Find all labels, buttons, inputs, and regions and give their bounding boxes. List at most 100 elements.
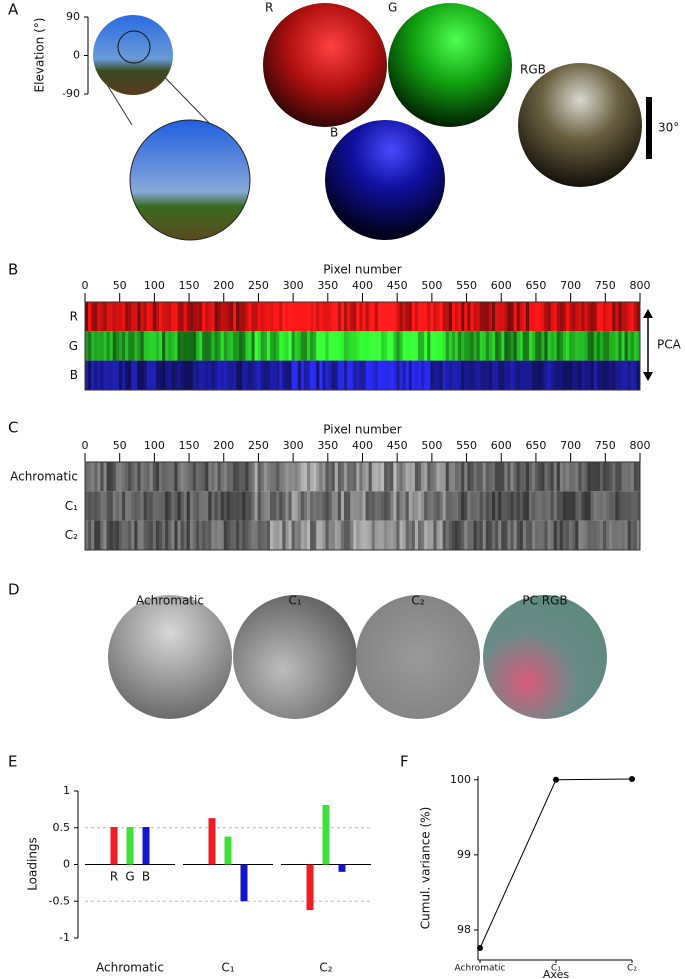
pixel-stripe — [353, 331, 357, 361]
pixel-stripe — [152, 331, 157, 361]
pixel-stripe — [174, 462, 178, 492]
pixel-stripe — [229, 462, 234, 492]
pixel-stripe — [467, 302, 471, 332]
pixel-stripe — [522, 302, 527, 332]
pixel-stripe — [541, 302, 545, 332]
pixel-stripe — [451, 491, 456, 521]
pixel-stripe — [347, 462, 351, 492]
scale-bar — [646, 97, 652, 159]
pixel-stripe — [220, 302, 225, 332]
pixel-stripe — [498, 331, 502, 361]
pixel-stripe — [331, 491, 336, 521]
pixel-stripe — [421, 520, 425, 550]
pixel-stripe — [393, 360, 397, 390]
pixel-stripe — [106, 491, 111, 521]
pixel-stripe — [553, 331, 558, 361]
pixel-stripe — [581, 462, 585, 492]
pixel-stripe — [233, 331, 237, 361]
pixel-stripe — [424, 331, 428, 361]
row-label: C₁ — [65, 499, 78, 513]
pixel-stripe — [220, 360, 225, 390]
pixel-stripe — [593, 491, 598, 521]
pixel-stripe — [263, 360, 268, 390]
pixel-stripe — [615, 331, 619, 361]
pixel-stripe — [263, 491, 268, 521]
pixel-stripe — [291, 331, 296, 361]
pixel-stripe — [581, 360, 585, 390]
pixel-stripe — [263, 302, 268, 332]
pixel-stripe — [439, 360, 444, 390]
pixel-stripe — [208, 331, 212, 361]
pixel-stripe — [125, 520, 129, 550]
pixel-stripe — [461, 462, 465, 492]
pixel-stripe — [455, 360, 459, 390]
pixel-stripe — [248, 331, 252, 361]
pixel-stripe — [217, 331, 222, 361]
pixel-stripe — [442, 331, 447, 361]
pixel-stripe — [411, 462, 416, 492]
pixel-stripe — [371, 360, 376, 390]
pixel-stripe — [180, 520, 185, 550]
pixel-stripe — [137, 302, 141, 332]
pixel-stripe — [365, 462, 370, 492]
pixel-stripe — [294, 520, 299, 550]
pixel-stripe — [146, 331, 151, 361]
pixel-stripe — [609, 491, 613, 521]
pixel-stripe — [473, 302, 477, 332]
pixel-stripe — [214, 520, 218, 550]
pixel-stripe — [532, 520, 536, 550]
pixel-stripe — [584, 520, 588, 550]
pixel-stripe — [492, 462, 496, 492]
pixel-stripe — [196, 331, 200, 361]
pixel-stripe — [544, 331, 548, 361]
pixel-stripe — [501, 462, 505, 492]
pixel-stripe — [220, 462, 225, 492]
pixel-stripe — [461, 302, 465, 332]
pixel-stripe — [387, 520, 391, 550]
pixel-stripe — [387, 331, 391, 361]
pixel-stripe — [424, 520, 428, 550]
pixel-stripe — [427, 331, 431, 361]
pixel-stripe — [356, 520, 360, 550]
pixel-stripe — [189, 302, 194, 332]
pixel-stripe — [208, 520, 212, 550]
pixel-stripe — [402, 462, 407, 492]
pixel-stripe — [448, 520, 453, 550]
pixel-stripe — [405, 520, 410, 550]
pixel-stripe — [91, 520, 95, 550]
pixel-stripe — [325, 360, 329, 390]
pixel-stripe — [334, 360, 339, 390]
pixel-stripe — [365, 520, 370, 550]
pixel-stripe — [633, 331, 638, 361]
pixel-stripe — [307, 491, 311, 521]
pixel-stripe — [470, 331, 474, 361]
pixel-stripe — [359, 520, 363, 550]
pixel-stripe — [599, 302, 604, 332]
pixel-stripe — [313, 360, 317, 390]
x-tick-label: 50 — [113, 279, 127, 292]
pixel-stripe — [266, 302, 271, 332]
pixel-stripe — [448, 302, 453, 332]
pixel-stripe — [328, 360, 333, 390]
pixel-stripe — [442, 302, 447, 332]
pixel-stripe — [501, 491, 505, 521]
pixel-stripe — [492, 302, 496, 332]
pixel-stripe — [316, 360, 320, 390]
pixel-stripe — [393, 462, 397, 492]
pixel-stripe — [596, 520, 601, 550]
pixel-stripe — [621, 520, 625, 550]
pixel-stripe — [97, 520, 101, 550]
pixel-stripe — [581, 302, 585, 332]
x-tick-label: 700 — [560, 439, 581, 452]
pixel-stripe — [421, 491, 425, 521]
pixel-stripe — [125, 331, 129, 361]
pixel-stripe — [590, 331, 595, 361]
pixel-stripe — [137, 520, 141, 550]
pixel-stripe — [245, 462, 249, 492]
pixel-stripe — [291, 520, 296, 550]
pixel-stripe — [236, 302, 240, 332]
pixel-stripe — [331, 331, 336, 361]
pixel-stripe — [340, 360, 345, 390]
pixel-stripe — [575, 331, 579, 361]
pixel-stripe — [347, 360, 351, 390]
